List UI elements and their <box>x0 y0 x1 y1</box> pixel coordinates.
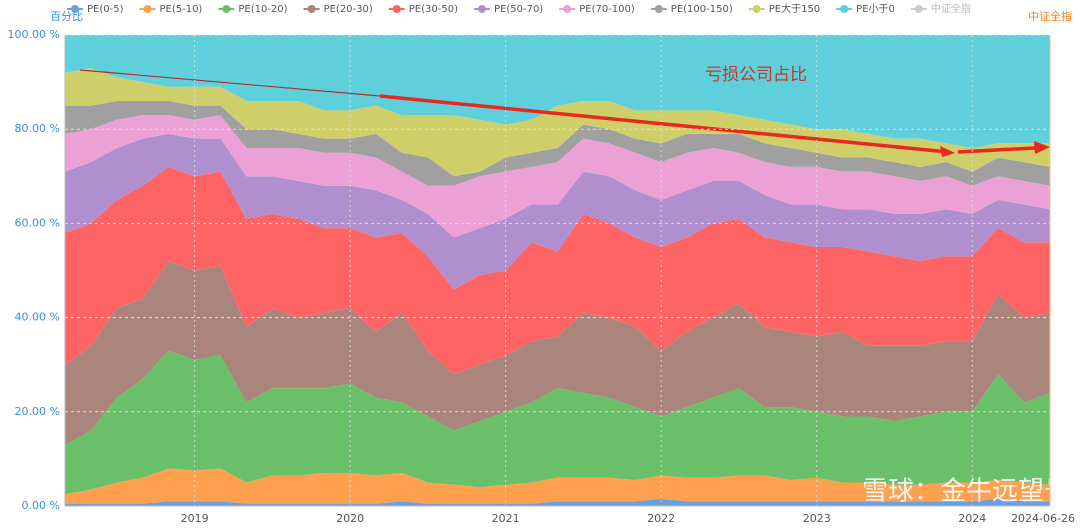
annotation: 亏损公司占比 <box>705 65 807 85</box>
area <box>65 67 1050 177</box>
area <box>65 35 1050 149</box>
area <box>65 166 1050 375</box>
legend-marker <box>392 5 401 13</box>
legend-label: PE(20-30) <box>324 4 373 15</box>
area <box>65 468 1050 504</box>
area <box>65 261 1050 445</box>
legend-marker <box>222 5 231 13</box>
legend-label: 中证全指 <box>931 2 971 15</box>
x-tick-label: 2022 <box>647 512 675 525</box>
arrow-body <box>957 146 1036 154</box>
legend-marker <box>143 5 152 13</box>
y-tick-label: 100.00 % <box>8 28 60 41</box>
trend-arrow <box>79 69 1050 157</box>
legend-label: PE(100-150) <box>671 4 733 15</box>
area <box>65 115 1050 238</box>
legend-label: PE(0-5) <box>87 4 124 15</box>
legend-marker <box>840 5 849 13</box>
arrow-thin <box>79 69 381 97</box>
area <box>65 133 1050 290</box>
legend-label: PE(50-70) <box>494 4 543 15</box>
arrow-head <box>1034 141 1050 154</box>
legend-marker <box>307 5 316 13</box>
legend-label: PE(30-50) <box>409 4 458 15</box>
arrow-head <box>940 146 955 157</box>
y-tick-label: 20.00 % <box>15 405 60 418</box>
plot-area <box>65 35 1050 506</box>
y-tick-label: 0.00 % <box>22 499 60 512</box>
legend-label: PE(5-10) <box>159 4 202 15</box>
y-tick-label: 60.00 % <box>15 216 60 229</box>
y2-axis-title: 中证全指 <box>1028 9 1072 23</box>
watermark: 雪球：金牛远望号 <box>862 477 1070 507</box>
legend-marker <box>478 5 486 13</box>
area <box>65 350 1050 495</box>
legend-label: PE小于0 <box>856 3 895 15</box>
legend-label: PE(70-100) <box>579 4 635 15</box>
legend-marker <box>914 5 923 13</box>
legend-marker <box>71 5 79 13</box>
legend-marker <box>752 5 761 13</box>
area <box>65 498 1050 506</box>
area <box>65 100 1050 186</box>
y-tick-label: 40.00 % <box>15 311 60 324</box>
y-axis-title: 百分比 <box>50 10 83 23</box>
y-tick-label: 80.00 % <box>15 122 60 135</box>
x-tick-label: 2024-06-26 <box>1011 512 1075 525</box>
legend-marker <box>563 5 572 13</box>
x-tick-label: 2020 <box>336 512 364 525</box>
legend-label: PE(10-20) <box>238 4 287 15</box>
arrow-body <box>379 94 949 154</box>
x-tick-label: 2024 <box>958 512 986 525</box>
x-tick-label: 2023 <box>803 512 831 525</box>
legend-label: PE大于150 <box>769 2 820 15</box>
x-tick-label: 2021 <box>492 512 520 525</box>
legend-marker <box>654 5 663 13</box>
x-tick-label: 2019 <box>181 512 209 525</box>
